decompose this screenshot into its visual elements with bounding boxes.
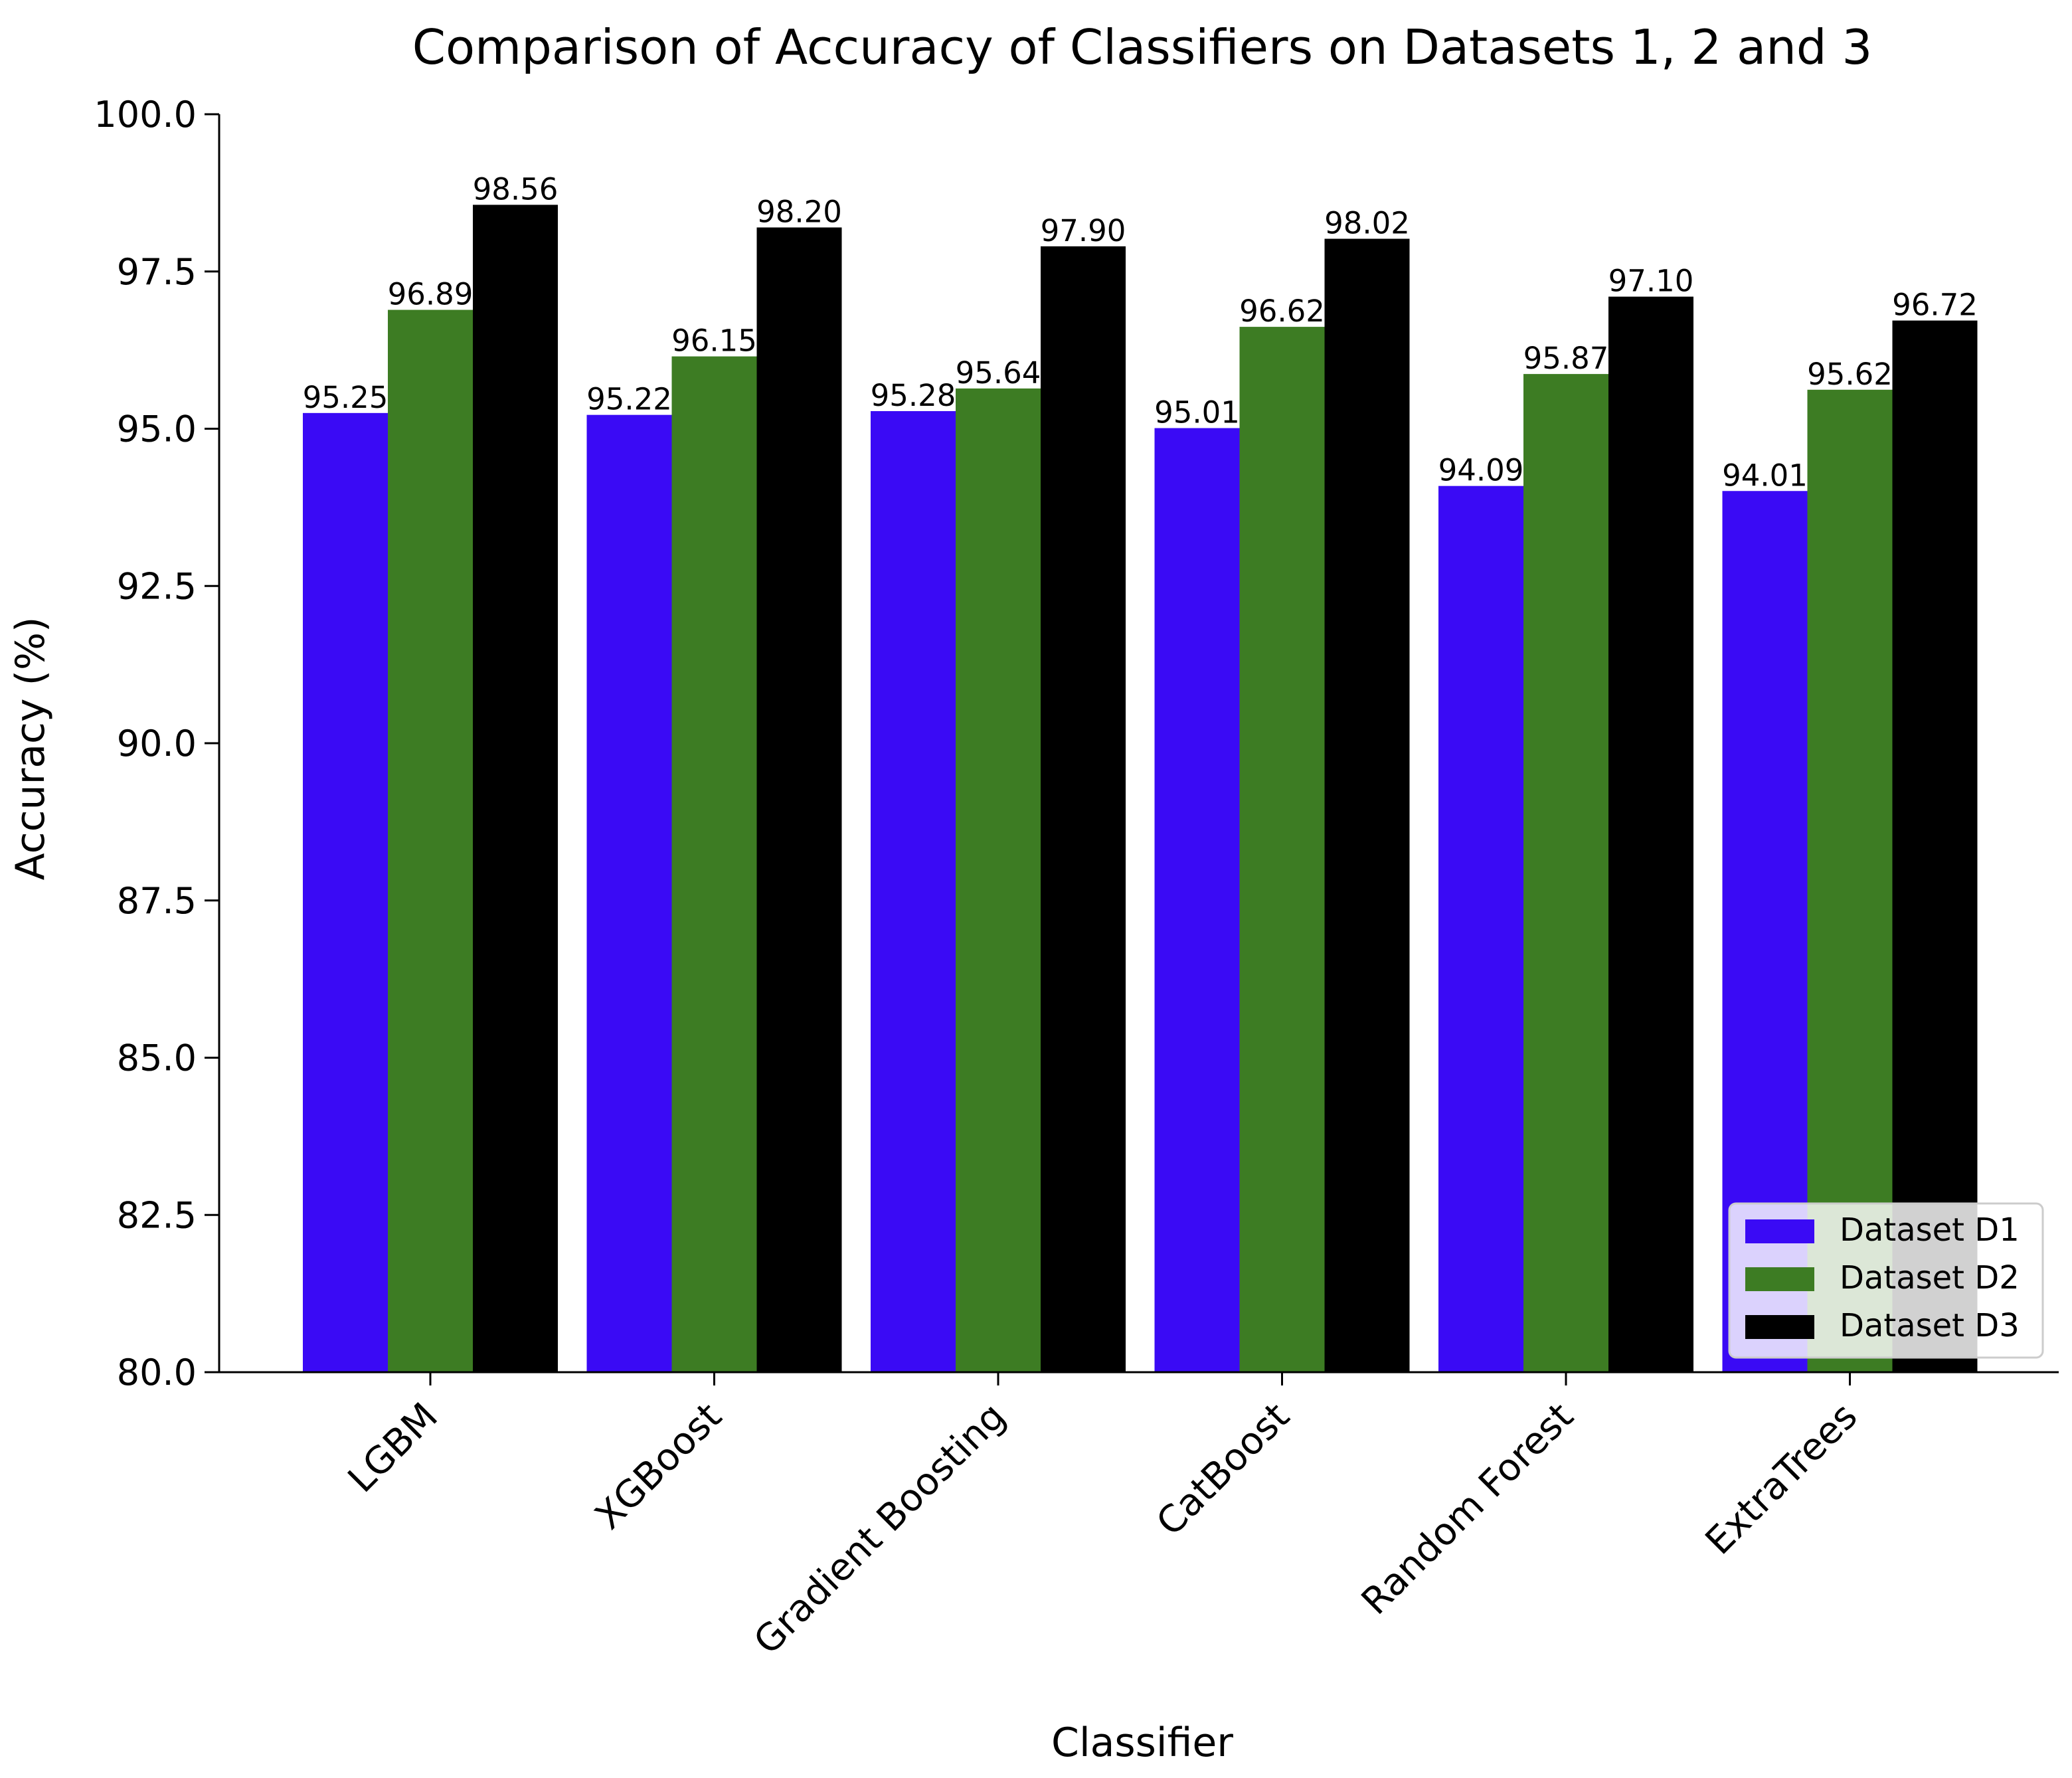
plot-area: 95.25 96.89 98.56 LGBM 95.22 96.15 98.20 XGBoos… bbox=[94, 94, 2059, 1663]
y-tick-label: 97.5 bbox=[117, 251, 197, 293]
data-label: 96.62 bbox=[1239, 294, 1325, 329]
bar-2-4 bbox=[1523, 374, 1608, 1372]
data-label: 96.89 bbox=[388, 277, 474, 312]
chart-title: Comparison of Accuracy of Classifiers on… bbox=[412, 19, 1873, 75]
y-tick-label: 100.0 bbox=[94, 94, 197, 135]
x-tick-label: Gradient Boosting bbox=[746, 1395, 1014, 1663]
bar-3-2 bbox=[1041, 246, 1126, 1372]
data-label: 98.02 bbox=[1324, 206, 1410, 241]
legend-label-2: Dataset D2 bbox=[1840, 1259, 2020, 1296]
y-tick-label: 90.0 bbox=[117, 723, 197, 764]
data-label: 95.22 bbox=[586, 382, 672, 417]
legend-swatch-3 bbox=[1745, 1315, 1814, 1339]
legend: Dataset D1 Dataset D2 Dataset D3 bbox=[1728, 1202, 2044, 1359]
bar-1-3 bbox=[1154, 428, 1240, 1372]
legend-swatch-1 bbox=[1745, 1219, 1814, 1243]
data-label: 95.28 bbox=[871, 378, 956, 413]
y-tick-label: 95.0 bbox=[117, 408, 197, 450]
data-label: 95.62 bbox=[1807, 357, 1893, 392]
bar-1-4 bbox=[1438, 486, 1523, 1372]
data-label: 98.56 bbox=[473, 171, 559, 207]
bar-2-0 bbox=[388, 310, 473, 1373]
x-tick-label: Random Forest bbox=[1353, 1395, 1582, 1623]
x-tick-label: CatBoost bbox=[1148, 1395, 1298, 1544]
data-label: 98.20 bbox=[756, 194, 842, 229]
y-tick-label: 85.0 bbox=[117, 1037, 197, 1079]
data-label: 96.72 bbox=[1892, 288, 1978, 323]
data-label: 94.09 bbox=[1438, 453, 1524, 488]
x-axis-label: Classifier bbox=[1051, 1720, 1233, 1766]
data-label: 95.64 bbox=[956, 355, 1041, 391]
bar-3-3 bbox=[1324, 238, 1410, 1373]
data-label: 94.01 bbox=[1722, 458, 1808, 493]
data-label: 97.90 bbox=[1041, 213, 1126, 248]
y-tick-label: 87.5 bbox=[117, 880, 197, 922]
data-label: 95.01 bbox=[1154, 395, 1240, 430]
bar-1-0 bbox=[303, 412, 388, 1373]
y-tick-label: 80.0 bbox=[117, 1352, 197, 1393]
bar-3-4 bbox=[1608, 296, 1693, 1372]
x-tick-label: XGBoost bbox=[587, 1395, 731, 1538]
y-tick-label: 92.5 bbox=[117, 565, 197, 607]
data-label: 96.15 bbox=[671, 323, 757, 359]
bar-3-1 bbox=[756, 227, 842, 1373]
legend-label-3: Dataset D3 bbox=[1840, 1307, 2020, 1344]
legend-label-1: Dataset D1 bbox=[1840, 1211, 2020, 1249]
bar-1-2 bbox=[871, 410, 956, 1372]
y-axis-label: Accuracy (%) bbox=[7, 617, 54, 881]
bar-2-2 bbox=[956, 388, 1041, 1372]
y-tick-label: 82.5 bbox=[117, 1194, 197, 1236]
bar-3-5 bbox=[1892, 320, 1978, 1373]
data-label: 95.87 bbox=[1523, 341, 1609, 376]
bar-2-1 bbox=[671, 356, 757, 1372]
data-label: 97.10 bbox=[1608, 264, 1694, 299]
legend-swatch-2 bbox=[1745, 1267, 1814, 1291]
bar-2-3 bbox=[1239, 327, 1325, 1373]
bar-1-1 bbox=[586, 414, 672, 1372]
x-tick-label: LGBM bbox=[340, 1395, 446, 1501]
data-label: 95.25 bbox=[303, 380, 388, 415]
x-tick-label: ExtraTrees bbox=[1697, 1395, 1866, 1563]
bar-3-0 bbox=[473, 205, 558, 1372]
